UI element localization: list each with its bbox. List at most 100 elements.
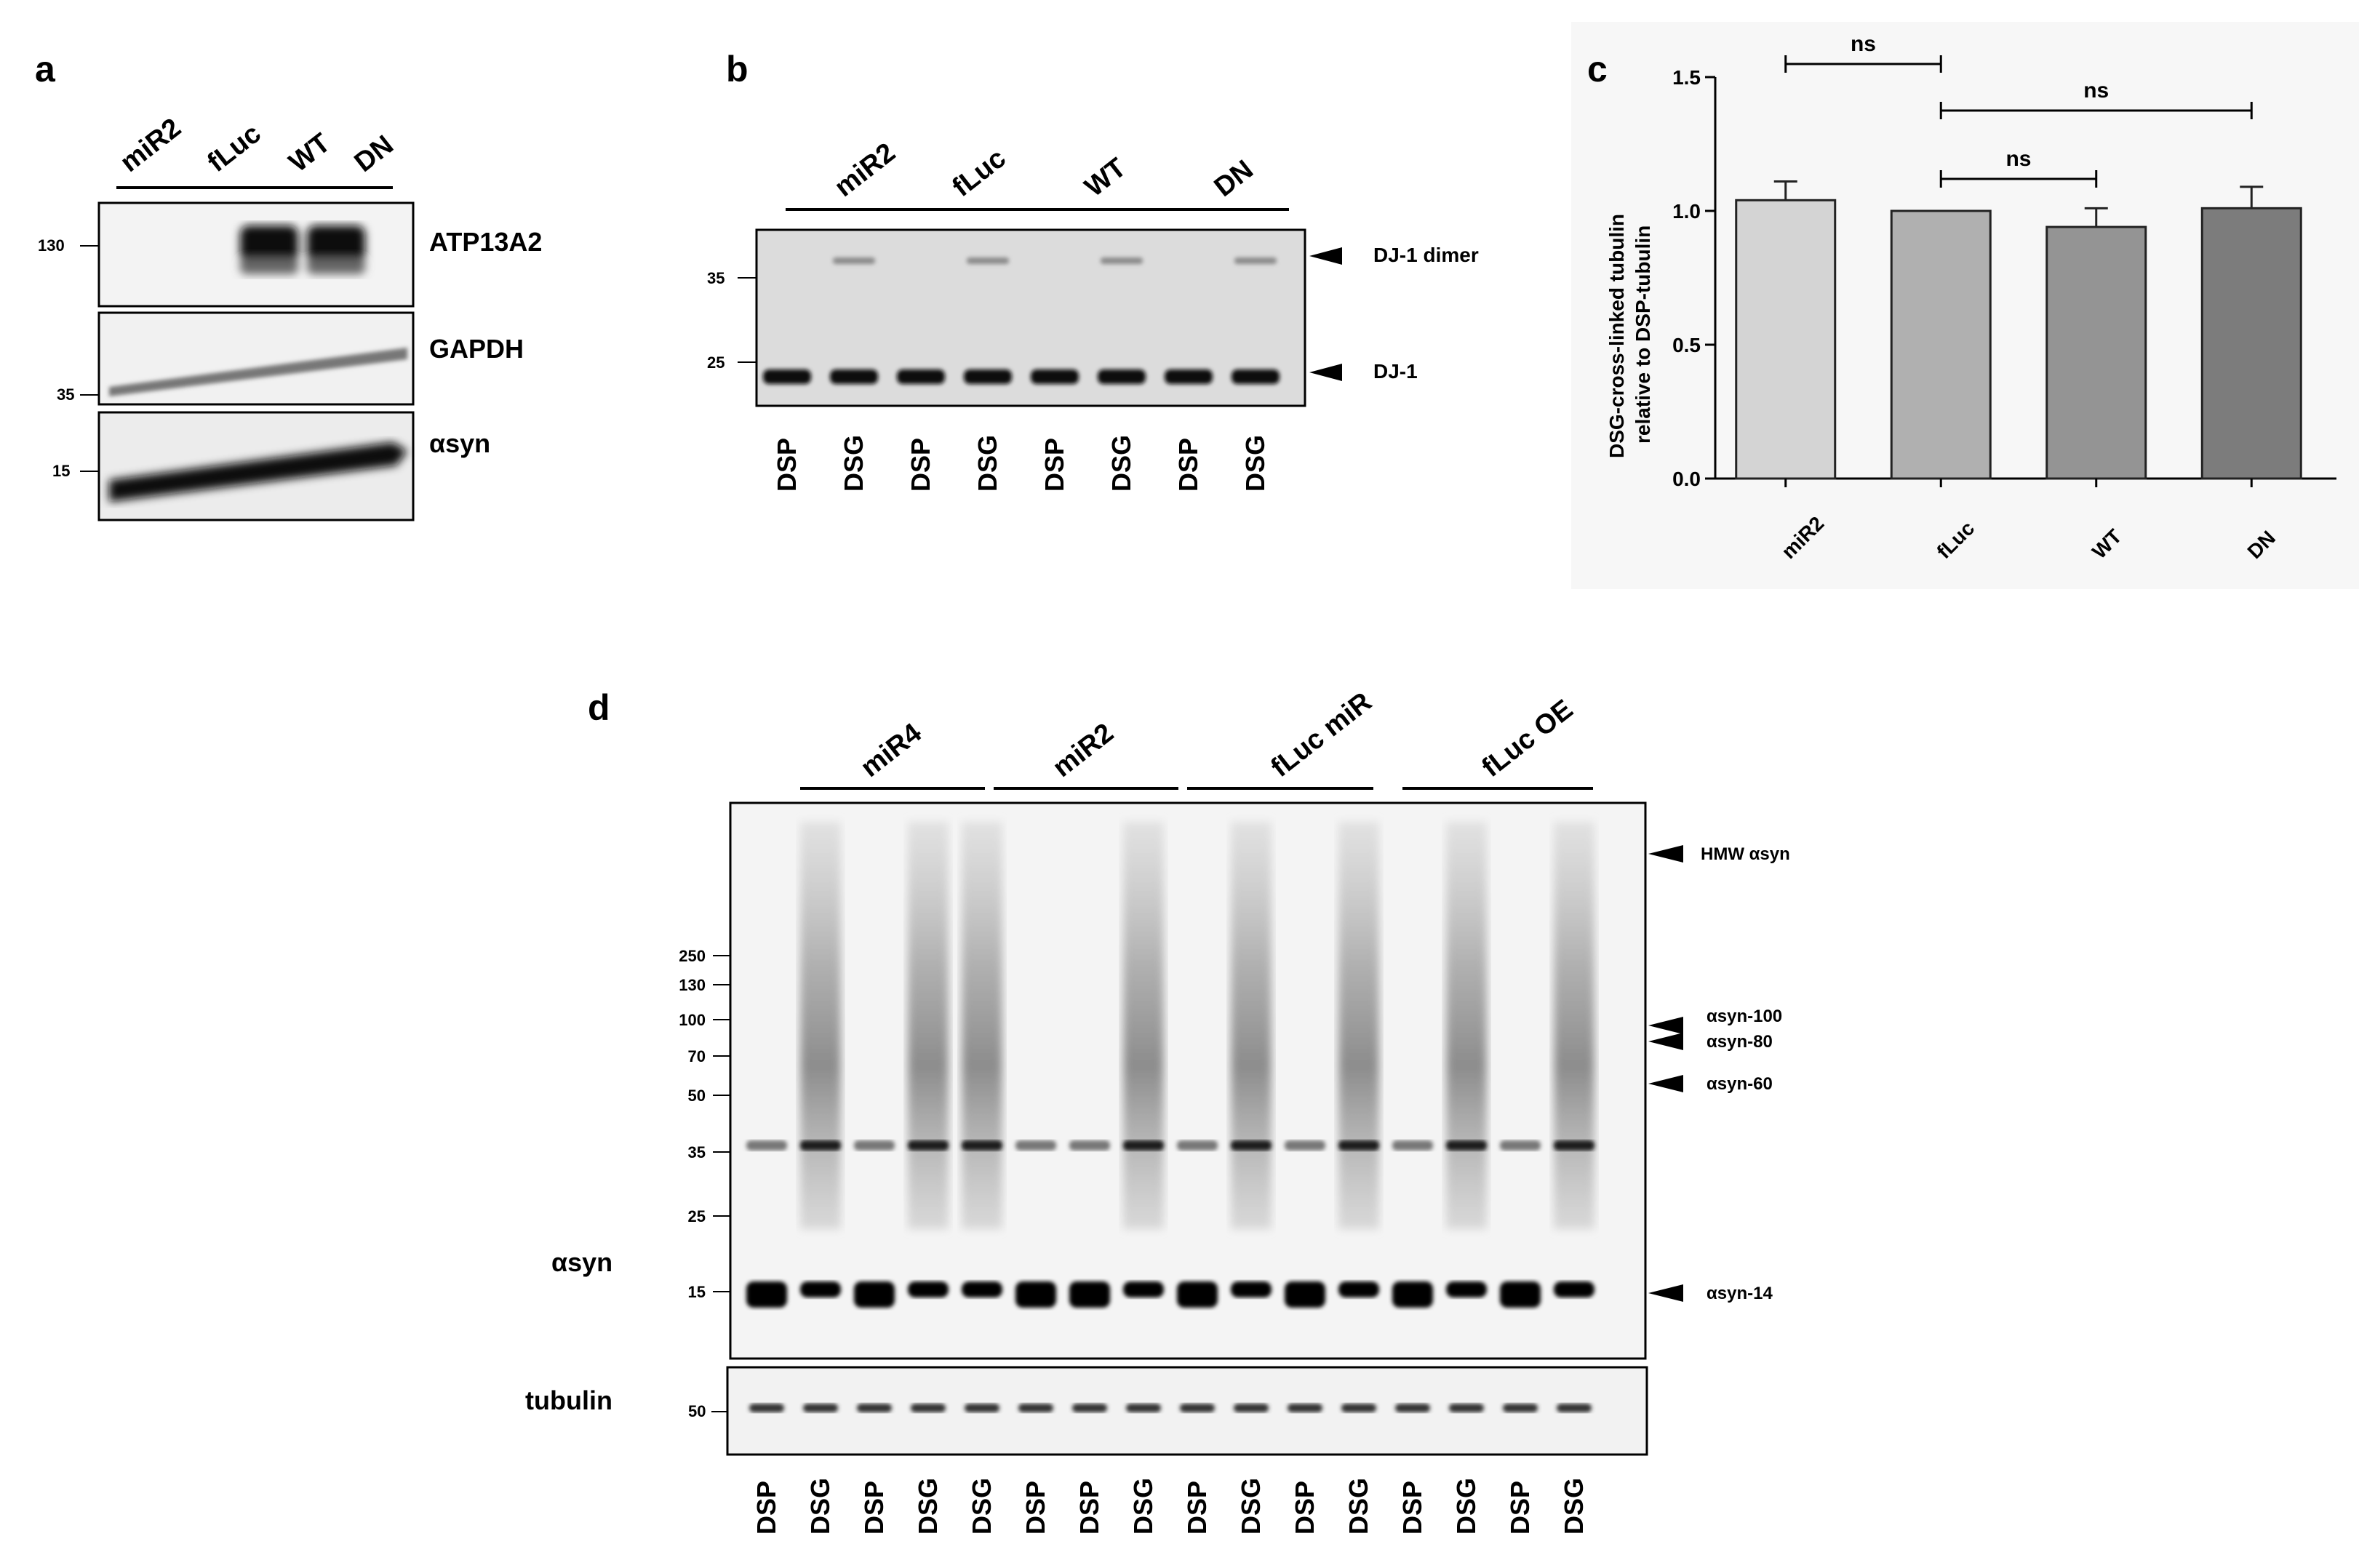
panel-d-arrow-asyn60: αsyn-60 bbox=[1707, 1074, 1773, 1094]
tubulin-band bbox=[1395, 1404, 1430, 1412]
lane-label: DSP bbox=[1173, 438, 1203, 492]
panel-a: a miR2 fLuc WT DN 130 ATP13A2 35 GAPDH 1… bbox=[35, 49, 542, 521]
lane-label: DSG bbox=[1128, 1478, 1158, 1535]
band bbox=[240, 225, 298, 263]
dj1-band bbox=[964, 369, 1012, 384]
band-14 bbox=[962, 1281, 1002, 1297]
band-14 bbox=[1123, 1281, 1164, 1297]
tubulin-band bbox=[1018, 1404, 1053, 1412]
panel-b-marker-35: 35 bbox=[707, 269, 725, 287]
marker-label: 35 bbox=[688, 1143, 706, 1161]
panel-a-group-WT: WT bbox=[284, 128, 336, 178]
chart-ytick-label: 0.5 bbox=[1672, 334, 1701, 356]
lane-label: DSG bbox=[839, 435, 869, 492]
arrow-hmw-icon bbox=[1648, 845, 1683, 863]
band-35 bbox=[1392, 1140, 1433, 1151]
band-35 bbox=[1231, 1140, 1272, 1151]
arrow-asyn80-icon bbox=[1648, 1033, 1683, 1050]
marker-label: 50 bbox=[688, 1087, 706, 1105]
smear bbox=[800, 822, 841, 1229]
lane-label: DSG bbox=[1236, 1478, 1266, 1535]
arrow-asyn100-icon bbox=[1648, 1017, 1683, 1034]
panel-d-arrow-asyn80: αsyn-80 bbox=[1707, 1032, 1773, 1052]
band-35 bbox=[1123, 1140, 1164, 1151]
dj1-dimer-band bbox=[1101, 257, 1143, 264]
band-14 bbox=[1446, 1281, 1487, 1297]
dj1-band bbox=[763, 369, 811, 384]
tubulin-band bbox=[1072, 1404, 1107, 1412]
tubulin-band bbox=[1341, 1404, 1376, 1412]
dj1-band bbox=[1165, 369, 1213, 384]
panel-b-group-WT: WT bbox=[1079, 153, 1132, 203]
panel-d-arrow-asyn14: αsyn-14 bbox=[1707, 1284, 1773, 1303]
band-35 bbox=[1285, 1140, 1325, 1151]
band bbox=[307, 225, 365, 263]
panel-a-label-asyn: αsyn bbox=[429, 428, 490, 458]
band-35 bbox=[1338, 1140, 1379, 1151]
panel-b: b miR2 fLuc WT DN 35 25 DJ-1 dimer DJ-1 … bbox=[707, 49, 1479, 492]
marker-label: 70 bbox=[688, 1047, 706, 1065]
dj1-band bbox=[897, 369, 945, 384]
band-35 bbox=[1500, 1140, 1541, 1151]
band-35 bbox=[1069, 1140, 1110, 1151]
significance-label: ns bbox=[2083, 79, 2109, 103]
panel-a-marker-15: 15 bbox=[52, 462, 70, 480]
panel-b-marker-25: 25 bbox=[707, 353, 725, 372]
lane-label: DSP bbox=[859, 1481, 889, 1535]
panel-d-label-tubulin: tubulin bbox=[525, 1385, 612, 1415]
chart-bar bbox=[1735, 199, 1837, 480]
band-14 bbox=[1015, 1281, 1056, 1308]
band-14 bbox=[1500, 1281, 1541, 1308]
panel-d-label-asyn: αsyn bbox=[551, 1247, 612, 1277]
band bbox=[109, 442, 407, 502]
band-14 bbox=[746, 1281, 787, 1308]
smear bbox=[1338, 822, 1379, 1229]
arrow-dj1-dimer-icon bbox=[1309, 247, 1342, 265]
lane-label: DSG bbox=[1451, 1478, 1481, 1535]
band-14 bbox=[1177, 1281, 1218, 1308]
band-14 bbox=[1554, 1281, 1594, 1297]
panel-c: c DSG-cross-linked tubulin relative to D… bbox=[1571, 22, 2359, 589]
arrow-asyn60-icon bbox=[1648, 1075, 1683, 1092]
band-35 bbox=[1446, 1140, 1487, 1151]
tubulin-band bbox=[1288, 1404, 1322, 1412]
smear bbox=[1554, 822, 1594, 1229]
chart-ylabel-line2: relative to DSP-tubulin bbox=[1632, 225, 1654, 444]
band-14 bbox=[800, 1281, 841, 1297]
panel-d-group-fLuc-OE: fLuc OE bbox=[1477, 694, 1579, 783]
chart-bar bbox=[2045, 225, 2147, 480]
band-35 bbox=[746, 1140, 787, 1151]
lane-label: DSG bbox=[913, 1478, 943, 1535]
tubulin-band bbox=[965, 1404, 999, 1412]
panel-c-label: c bbox=[1587, 49, 1608, 89]
lane-label: DSP bbox=[1290, 1481, 1320, 1535]
band-35 bbox=[1015, 1140, 1056, 1151]
chart-bar bbox=[2200, 207, 2302, 480]
tubulin-band bbox=[1557, 1404, 1592, 1412]
band-35 bbox=[800, 1140, 841, 1151]
lane-label: DSG bbox=[1559, 1478, 1589, 1535]
lane-label: DSP bbox=[751, 1481, 781, 1535]
panel-d-group-fLuc-miR: fLuc miR bbox=[1266, 687, 1378, 783]
band bbox=[240, 258, 298, 274]
panel-a-group-DN: DN bbox=[349, 129, 399, 178]
panel-a-group-miR2: miR2 bbox=[115, 113, 187, 178]
marker-label: 15 bbox=[688, 1283, 706, 1301]
band-14 bbox=[1285, 1281, 1325, 1308]
panel-b-arrow-dj1: DJ-1 bbox=[1373, 360, 1418, 383]
band-14 bbox=[1338, 1281, 1379, 1297]
band-35 bbox=[854, 1140, 895, 1151]
band-35 bbox=[1554, 1140, 1594, 1151]
chart-ytick-label: 1.5 bbox=[1672, 66, 1701, 89]
smear bbox=[1231, 822, 1272, 1229]
panel-b-group-miR2: miR2 bbox=[829, 137, 901, 203]
tubulin-band bbox=[803, 1404, 838, 1412]
panel-d-arrow-asyn100: αsyn-100 bbox=[1707, 1007, 1782, 1026]
tubulin-band bbox=[1449, 1404, 1484, 1412]
lane-label: DSP bbox=[1182, 1481, 1212, 1535]
band-35 bbox=[1177, 1140, 1218, 1151]
lane-label: DSG bbox=[1240, 435, 1270, 492]
band-14 bbox=[1392, 1281, 1433, 1308]
marker-label: 25 bbox=[688, 1207, 706, 1225]
significance-label: ns bbox=[1851, 32, 1876, 56]
